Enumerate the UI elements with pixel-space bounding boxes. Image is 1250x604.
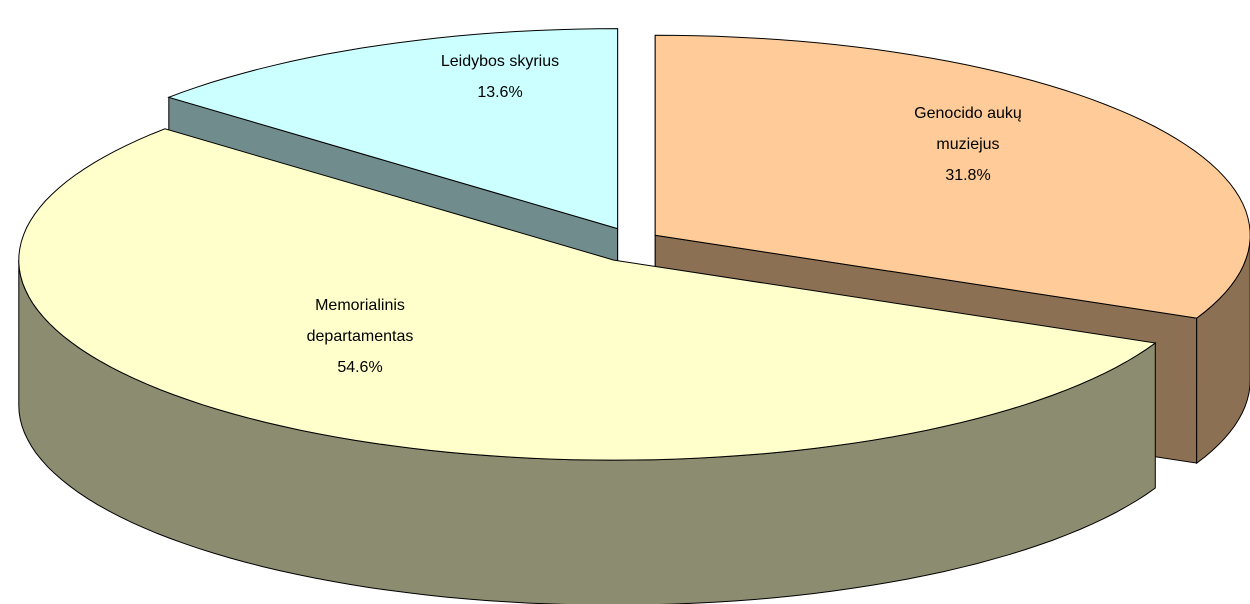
slice	[654, 34, 1250, 319]
slice	[167, 28, 619, 230]
slice-value: 54.6%	[337, 359, 383, 376]
slice-name: Genocido aukų muziejus	[914, 105, 1022, 153]
slice-name: Memorialinis departamentas	[306, 297, 414, 345]
slice-value: 13.6%	[477, 84, 523, 101]
slice-value: 31.8%	[945, 167, 991, 184]
slice-label: Leidybos skyrius 13.6%	[400, 46, 600, 108]
slice-label: Memorialinis departamentas 54.6%	[280, 290, 440, 383]
slice	[18, 128, 1157, 461]
slice-label: Genocido aukų muziejus 31.8%	[893, 98, 1043, 191]
slice-name: Leidybos skyrius	[440, 53, 560, 70]
